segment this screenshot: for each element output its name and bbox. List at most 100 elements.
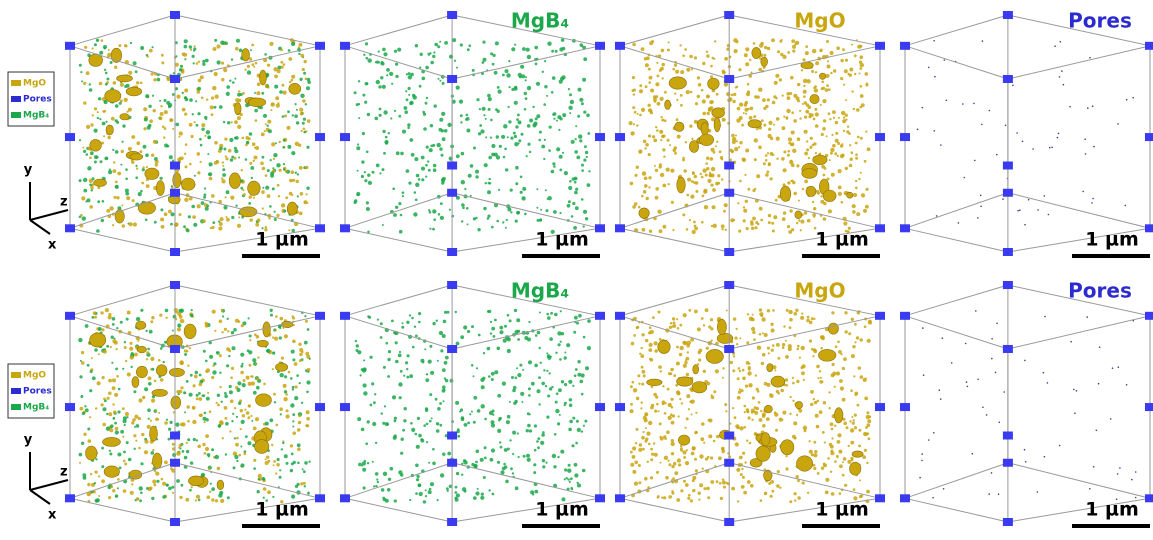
particle bbox=[136, 167, 138, 169]
particle bbox=[423, 113, 426, 116]
cube-marker bbox=[315, 312, 325, 320]
particle bbox=[227, 496, 230, 499]
particle bbox=[738, 68, 741, 71]
particle bbox=[571, 444, 574, 447]
particle bbox=[455, 498, 459, 502]
particle bbox=[240, 371, 244, 375]
particle bbox=[87, 483, 90, 486]
particle bbox=[645, 143, 649, 147]
particle bbox=[81, 442, 84, 445]
particle bbox=[716, 141, 718, 143]
particle bbox=[205, 59, 209, 63]
particle bbox=[124, 346, 127, 349]
particle bbox=[257, 218, 261, 222]
particle bbox=[354, 91, 357, 94]
particle bbox=[106, 121, 108, 123]
legend-swatch bbox=[11, 372, 21, 378]
particle bbox=[672, 68, 675, 71]
particle bbox=[282, 84, 285, 87]
particle bbox=[273, 158, 275, 160]
particle bbox=[630, 451, 633, 454]
particle bbox=[706, 382, 710, 386]
particle bbox=[240, 463, 244, 467]
particle bbox=[102, 376, 105, 379]
particle bbox=[269, 42, 273, 46]
particle bbox=[509, 319, 512, 322]
particle bbox=[476, 367, 478, 369]
particle bbox=[557, 115, 561, 119]
particle bbox=[409, 499, 411, 501]
particle bbox=[274, 218, 277, 221]
particle bbox=[519, 76, 522, 79]
particle bbox=[206, 99, 208, 101]
particle bbox=[83, 101, 86, 104]
particle bbox=[464, 423, 468, 427]
particle bbox=[868, 320, 871, 323]
particle bbox=[576, 420, 579, 423]
particle bbox=[88, 439, 92, 443]
particle bbox=[217, 467, 221, 471]
particle bbox=[117, 172, 121, 176]
particle bbox=[749, 116, 753, 120]
particle bbox=[732, 407, 734, 409]
particle bbox=[742, 369, 745, 372]
particle bbox=[387, 488, 391, 492]
particle bbox=[763, 162, 766, 165]
particle bbox=[639, 353, 641, 355]
particle bbox=[746, 440, 748, 442]
particle bbox=[502, 74, 505, 77]
particle bbox=[158, 359, 161, 362]
particle bbox=[428, 209, 430, 211]
particle bbox=[708, 434, 712, 438]
particle bbox=[425, 176, 427, 178]
particle bbox=[698, 492, 701, 495]
particle bbox=[299, 166, 303, 170]
particle bbox=[429, 488, 432, 491]
particle bbox=[398, 382, 402, 386]
particle bbox=[790, 76, 794, 80]
particle bbox=[692, 447, 696, 451]
particle bbox=[224, 328, 227, 331]
particle bbox=[295, 485, 298, 488]
particle bbox=[244, 69, 246, 71]
particle bbox=[284, 390, 287, 393]
particle bbox=[415, 44, 418, 47]
particle bbox=[759, 418, 763, 422]
particle bbox=[248, 416, 251, 419]
particle bbox=[442, 137, 446, 141]
cube-marker bbox=[1003, 248, 1013, 256]
cube-edge bbox=[345, 498, 452, 522]
cube-edge bbox=[70, 285, 175, 316]
particle bbox=[844, 311, 847, 314]
particle bbox=[657, 75, 660, 78]
particle bbox=[540, 362, 542, 364]
particle bbox=[221, 78, 224, 81]
particle bbox=[79, 179, 82, 182]
particle bbox=[546, 352, 548, 354]
particle bbox=[836, 46, 840, 50]
particle bbox=[219, 222, 223, 226]
particle bbox=[205, 434, 209, 438]
cube-marker bbox=[1003, 345, 1013, 353]
particle bbox=[194, 121, 196, 123]
particle bbox=[265, 458, 267, 460]
particle bbox=[382, 422, 385, 425]
particle bbox=[853, 193, 857, 197]
mgo-grain bbox=[767, 364, 773, 372]
particle bbox=[161, 478, 164, 481]
particle bbox=[208, 468, 210, 470]
particle bbox=[214, 141, 218, 145]
particle bbox=[110, 61, 113, 64]
particle bbox=[129, 342, 132, 345]
particle bbox=[485, 118, 487, 120]
particle bbox=[111, 336, 114, 339]
particle bbox=[977, 379, 979, 381]
particle bbox=[180, 423, 183, 426]
particle bbox=[848, 132, 851, 135]
particle bbox=[555, 50, 558, 53]
particle bbox=[242, 414, 245, 417]
particle bbox=[89, 184, 92, 187]
particle bbox=[178, 393, 180, 395]
particle bbox=[462, 207, 465, 210]
particle bbox=[150, 357, 154, 361]
